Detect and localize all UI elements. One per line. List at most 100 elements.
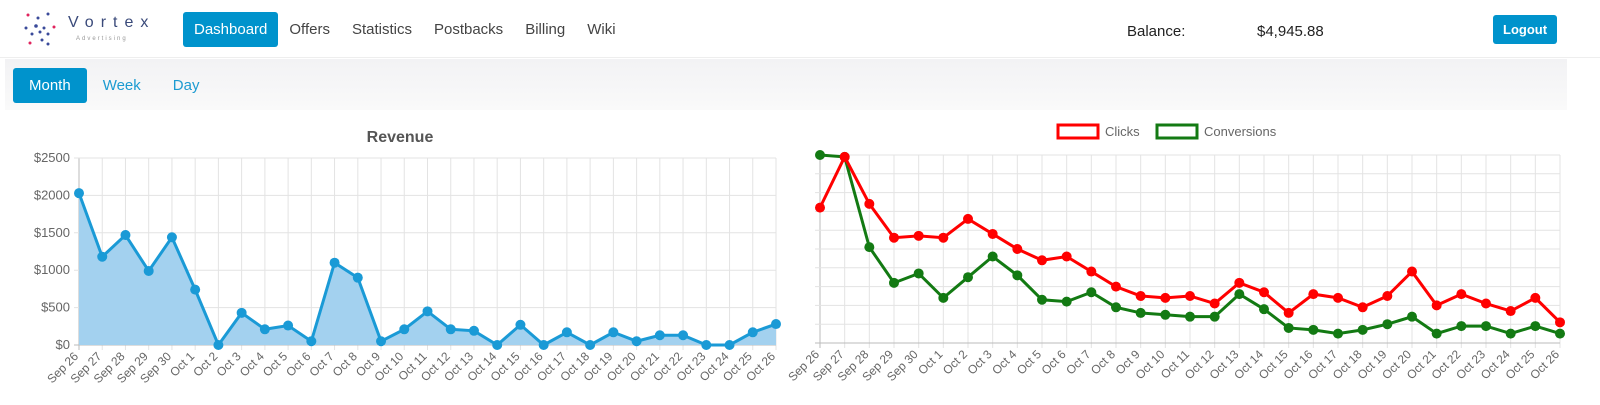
conversions-point [1086,287,1097,298]
revenue-point [747,327,758,338]
nav-statistics[interactable]: Statistics [351,21,412,38]
x-tick-label: Oct 1 [167,349,197,379]
nav-postbacks[interactable]: Postbacks [433,21,504,38]
clicks-point [864,198,875,209]
revenue-point [445,324,456,335]
balance-label: Balance: [1127,23,1186,40]
legend-label-conversions: Conversions [1204,124,1277,139]
revenue-point [329,257,340,268]
clicks-point [1209,298,1220,309]
nav-billing[interactable]: Billing [525,21,566,38]
clicks-point [1530,292,1541,303]
revenue-point [97,251,108,262]
revenue-point [74,188,84,199]
x-tick-label: Oct 6 [1039,347,1069,377]
x-tick-label: Oct 2 [190,349,220,379]
x-tick-label: Oct 8 [1088,347,1118,377]
clicks-point [1407,266,1417,277]
conversions-point [913,268,924,279]
clicks-point [1185,291,1195,301]
clicks-point [1481,298,1491,309]
revenue-point [166,232,177,243]
conversions-point [1382,319,1393,330]
clicks-point [1308,289,1319,300]
main-nav: Dashboard Offers Statistics Postbacks Bi… [183,12,627,47]
x-tick-label: Oct 8 [330,349,360,379]
conversions-point [987,251,998,262]
tab-day[interactable]: Day [172,77,200,94]
period-tabs: Month Week Day [13,68,215,103]
nav-wiki[interactable]: Wiki [587,21,616,38]
revenue-point [724,340,735,350]
conversions-point [1555,328,1565,339]
legend-swatch-conversions [1155,123,1199,140]
revenue-point [283,320,294,331]
clicks-point [1111,281,1121,292]
conversions-point [1505,328,1516,339]
clicks-point [938,232,949,243]
logo-name: Vortex [68,14,156,31]
conversions-point [1160,309,1171,320]
conversions-point [1234,289,1245,300]
tab-week[interactable]: Week [102,77,141,94]
vortex-logo[interactable]: Vortex Advertising [18,10,168,50]
conversions-point [1407,311,1417,322]
clicks-point [1333,292,1343,303]
revenue-point [654,330,665,341]
revenue-point [678,330,689,341]
conversions-point [1333,328,1343,339]
conversions-point [1456,321,1467,332]
y-tick-label: $2000 [34,187,70,202]
conversions-point [938,292,949,303]
x-tick-label: Oct 7 [307,349,337,379]
clicks-point [889,232,899,243]
revenue-point [701,340,712,350]
conversions-point [1530,321,1541,332]
clicks-point [839,151,850,162]
logo-subtitle: Advertising [76,36,128,42]
conversions-point [963,272,973,283]
nav-offers[interactable]: Offers [289,21,330,38]
revenue-point [585,340,596,350]
revenue-point [259,324,270,335]
clicks-point [1382,291,1393,301]
conversions-point [1283,322,1294,333]
conversions-point [1061,296,1072,307]
clicks-point [1160,292,1171,303]
x-tick-label: Oct 3 [965,347,995,377]
clicks-point [1431,300,1442,311]
revenue-point [422,306,433,317]
y-tick-label: $500 [41,300,70,315]
revenue-point [143,265,154,276]
clicks-point [1086,266,1097,277]
clicks-point [987,228,998,239]
revenue-point [608,327,619,338]
conversions-point [1357,324,1368,335]
conversions-point [1481,321,1491,332]
conversions-point [815,150,825,160]
x-tick-label: Oct 5 [1014,347,1044,377]
clicks-point [1037,255,1047,266]
conversions-point [864,242,875,253]
x-tick-label: Oct 7 [1063,347,1093,377]
conversions-point [1185,311,1195,322]
clicks-point [1505,306,1516,317]
tab-month[interactable]: Month [13,68,87,103]
revenue-point [399,324,410,335]
clicks-point [1259,287,1269,298]
logout-button[interactable]: Logout [1493,15,1558,44]
revenue-point [213,340,224,350]
revenue-point [771,319,781,330]
clicks-point [1555,317,1565,328]
conversions-point [1259,304,1269,315]
x-tick-label: Oct 5 [260,349,290,379]
x-tick-label: Oct 3 [214,349,244,379]
conversions-point [889,277,899,288]
revenue-point [515,319,526,330]
legend-label-clicks: Clicks [1105,124,1140,139]
revenue-point [190,284,201,295]
nav-dashboard[interactable]: Dashboard [183,12,279,47]
clicks-point [1012,244,1023,254]
conversions-point [1209,311,1220,322]
